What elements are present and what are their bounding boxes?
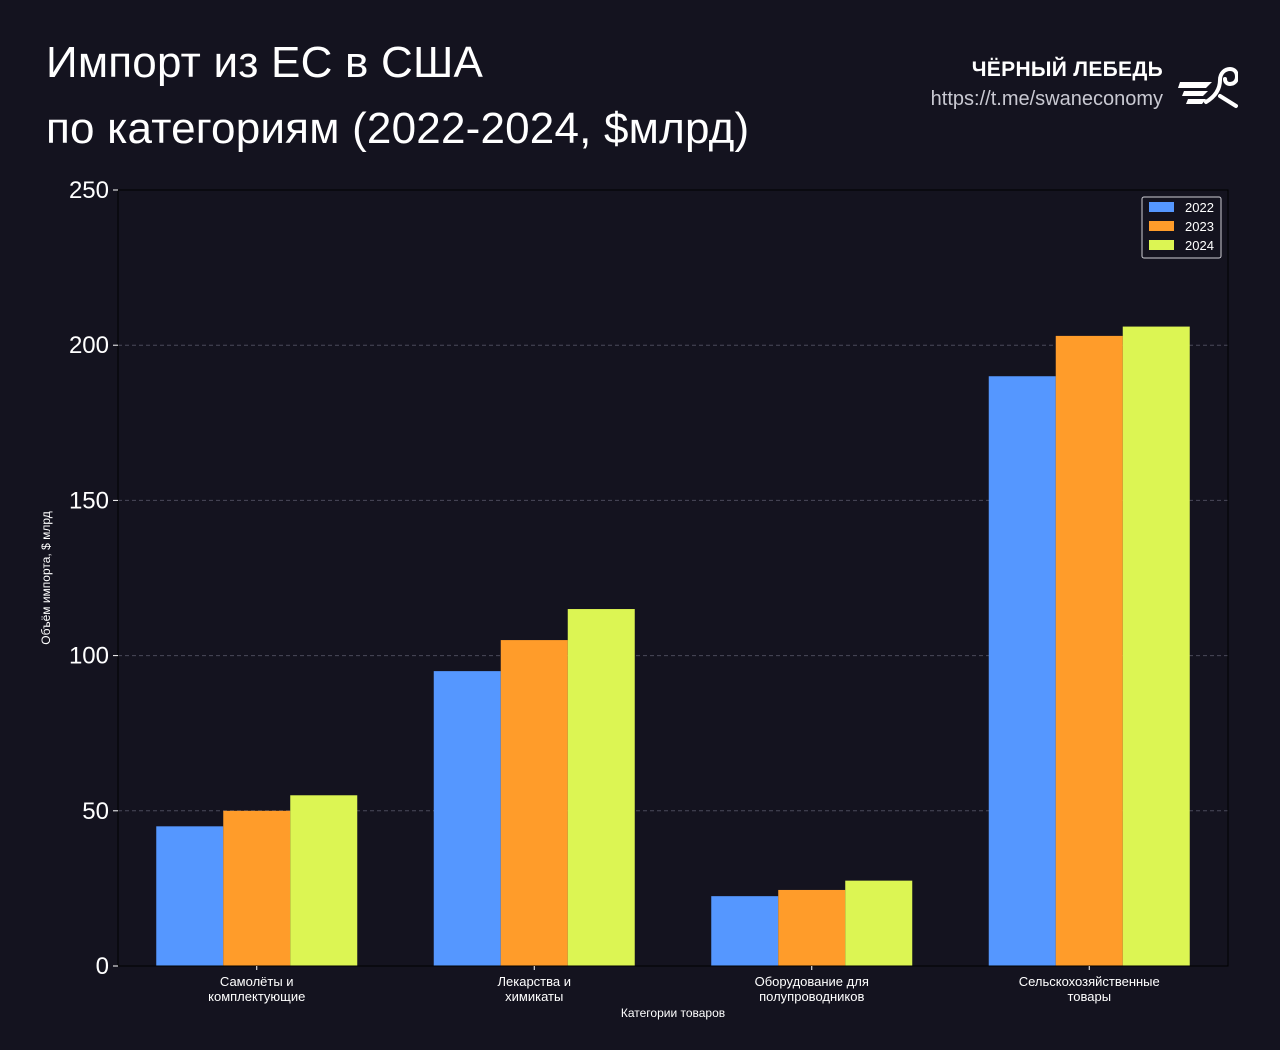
legend-label-2023: 2023 (1185, 219, 1214, 234)
legend-swatch-2024 (1149, 240, 1174, 250)
x-axis-label: Категории товаров (621, 1006, 725, 1020)
x-tick-label: Лекарства и химикаты (497, 974, 571, 1004)
bar-2024-3 (1122, 326, 1190, 966)
x-tick-label: Оборудование для полупроводников (755, 974, 869, 1004)
bar-2022-1 (433, 671, 501, 966)
bar-2024-1 (567, 609, 635, 966)
x-axis-ticks: Самолёты и комплектующие Лекарства и химика… (208, 966, 1160, 1004)
legend-label-2024: 2024 (1185, 238, 1214, 253)
legend-swatch-2022 (1149, 202, 1174, 212)
bar-2023-2 (778, 889, 846, 966)
swan-logo-icon (1176, 66, 1240, 115)
bars (156, 326, 1190, 966)
bar-2022-2 (711, 896, 779, 966)
title-line-1: Импорт из ЕС в США (46, 38, 484, 87)
y-axis-label: Объём импорта, $ млрд (39, 511, 53, 644)
x-tick-label: Самолёты и комплектующие (208, 974, 305, 1004)
brand-url[interactable]: https://t.me/swaneconomy (930, 88, 1163, 110)
plot-border (117, 189, 1229, 967)
legend-label-2022: 2022 (1185, 200, 1214, 215)
bar-2023-1 (500, 640, 568, 966)
bar-2022-3 (988, 376, 1056, 966)
legend-swatch-2023 (1149, 221, 1174, 231)
y-tick-label: 50 (82, 798, 109, 825)
bar-2023-3 (1055, 335, 1123, 966)
y-tick-label: 150 (69, 487, 109, 514)
legend: 2022 2023 2024 (1141, 196, 1222, 259)
title-line-2: по категориям (2022-2024, $млрд) (46, 104, 750, 153)
brand-name: ЧЁРНЫЙ ЛЕБЕДЬ (971, 58, 1163, 81)
bar-2022-0 (156, 826, 224, 966)
y-axis-ticks: 0 50 100 150 200 250 (69, 177, 118, 980)
chart-title: Импорт из ЕС в США по категориям (2022-2… (46, 30, 749, 162)
brand-block: ЧЁРНЫЙ ЛЕБЕДЬ https://t.me/swaneconomy (931, 58, 1163, 111)
y-tick-label: 0 (96, 953, 109, 980)
plot-frame (117, 189, 1229, 967)
y-tick-label: 200 (69, 332, 109, 359)
x-tick-label: Сельскохозяйственные товары (1019, 974, 1160, 1004)
y-tick-label: 250 (69, 177, 109, 204)
bar-2024-2 (845, 880, 913, 966)
y-tick-label: 100 (69, 643, 109, 670)
bar-2024-0 (290, 795, 358, 966)
bar-2023-0 (223, 810, 291, 966)
